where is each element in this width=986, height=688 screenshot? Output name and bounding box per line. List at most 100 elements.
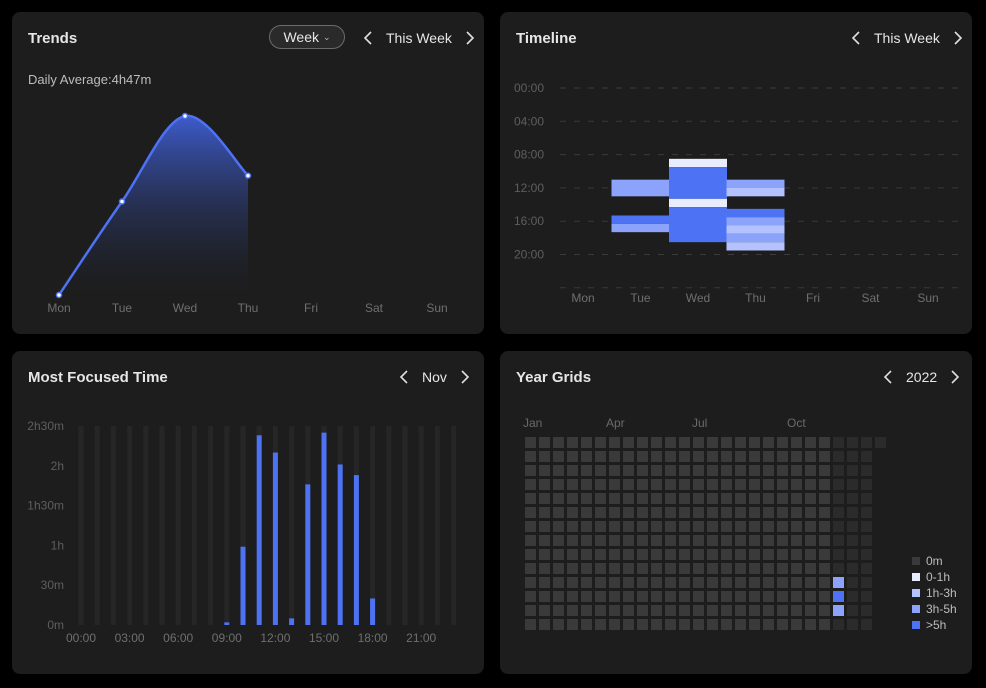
year-cell <box>539 605 550 616</box>
chevron-left-icon[interactable] <box>848 29 866 47</box>
year-cell <box>637 563 648 574</box>
daily-average: Daily Average:4h47m <box>28 72 152 87</box>
year-cell <box>721 563 732 574</box>
year-cell <box>609 451 620 462</box>
focused-period-nav: Nov <box>396 368 473 386</box>
focused-bar-track <box>386 426 392 625</box>
year-cell <box>623 605 634 616</box>
year-cell <box>721 437 732 448</box>
focused-bar-track <box>78 426 84 625</box>
year-cell <box>763 619 774 630</box>
timeline-block <box>669 207 727 243</box>
year-cell <box>861 563 872 574</box>
chevron-right-icon[interactable] <box>455 368 473 386</box>
trends-point-tue <box>118 198 126 205</box>
focused-bar-track <box>175 426 181 625</box>
focused-bar-track <box>434 426 440 625</box>
chevron-left-icon[interactable] <box>396 368 414 386</box>
year-cell <box>707 465 718 476</box>
focused-bar-track <box>451 426 457 625</box>
chevron-left-icon[interactable] <box>360 29 378 47</box>
year-cell <box>693 479 704 490</box>
year-cell <box>833 535 844 546</box>
year-cell <box>651 549 662 560</box>
year-cell <box>777 493 788 504</box>
year-cell <box>553 465 564 476</box>
year-cell <box>861 591 872 602</box>
year-cell <box>819 619 830 630</box>
year-cell <box>847 577 858 588</box>
chevron-right-icon[interactable] <box>460 29 478 47</box>
year-cell <box>567 549 578 560</box>
year-month-oct: Oct <box>787 416 806 430</box>
year-cell <box>819 563 830 574</box>
year-cell <box>623 479 634 490</box>
year-cell <box>819 465 830 476</box>
year-cell <box>623 437 634 448</box>
chevron-left-icon[interactable] <box>880 368 898 386</box>
range-select[interactable]: Week ⌄ <box>269 25 345 49</box>
trends-x-tick-fri: Fri <box>304 301 318 315</box>
year-cell <box>777 577 788 588</box>
year-cell <box>791 437 802 448</box>
year-cell <box>693 549 704 560</box>
year-cell <box>651 507 662 518</box>
year-cell <box>805 521 816 532</box>
year-cell <box>665 437 676 448</box>
year-cell <box>707 521 718 532</box>
focused-x-tick: 12:00 <box>260 631 290 645</box>
year-cell <box>581 437 592 448</box>
year-cell <box>637 479 648 490</box>
timeline-period-label: This Week <box>874 30 940 46</box>
timeline-block <box>726 217 785 226</box>
year-cell <box>861 549 872 560</box>
year-cell <box>777 619 788 630</box>
chevron-right-icon[interactable] <box>945 368 963 386</box>
year-cell <box>525 451 536 462</box>
year-cell <box>805 619 816 630</box>
year-cell <box>721 521 732 532</box>
focused-x-tick: 09:00 <box>212 631 242 645</box>
year-cell <box>539 437 550 448</box>
year-cell <box>833 465 844 476</box>
year-cell <box>609 549 620 560</box>
yeargrid-legend: 0m 0-1h 1h-3h 3h-5h >5h <box>912 553 957 633</box>
year-cell <box>609 619 620 630</box>
timeline-block <box>726 233 785 243</box>
year-cell <box>679 577 690 588</box>
year-cell <box>721 549 732 560</box>
year-cell <box>707 591 718 602</box>
legend-label: >5h <box>926 618 947 632</box>
year-cell <box>651 563 662 574</box>
year-cell <box>665 535 676 546</box>
chevron-right-icon[interactable] <box>948 29 966 47</box>
year-cell <box>721 619 732 630</box>
year-cell <box>525 437 536 448</box>
year-cell <box>819 479 830 490</box>
year-cell <box>665 479 676 490</box>
year-cell <box>833 437 844 448</box>
legend-item: 1h-3h <box>912 585 957 601</box>
year-cell <box>693 577 704 588</box>
yeargrid-card: Year Grids 2022 Jan Apr Jul Oct 0m 0-1h 1h-3h… <box>500 351 972 674</box>
year-cell <box>595 619 606 630</box>
year-cell <box>791 493 802 504</box>
year-cell <box>749 591 760 602</box>
year-cell <box>637 465 648 476</box>
year-cell <box>553 563 564 574</box>
year-cell <box>623 451 634 462</box>
year-cell <box>861 479 872 490</box>
year-cell <box>679 437 690 448</box>
year-cell <box>651 493 662 504</box>
year-cell <box>567 563 578 574</box>
focused-bar-track <box>418 426 424 625</box>
trends-title: Trends <box>28 30 78 47</box>
year-cell <box>847 465 858 476</box>
year-cell <box>553 549 564 560</box>
year-cell <box>749 437 760 448</box>
year-cell <box>693 521 704 532</box>
year-cell <box>777 451 788 462</box>
timeline-block <box>669 198 727 208</box>
chevron-down-icon: ⌄ <box>323 31 331 42</box>
year-cell <box>833 563 844 574</box>
